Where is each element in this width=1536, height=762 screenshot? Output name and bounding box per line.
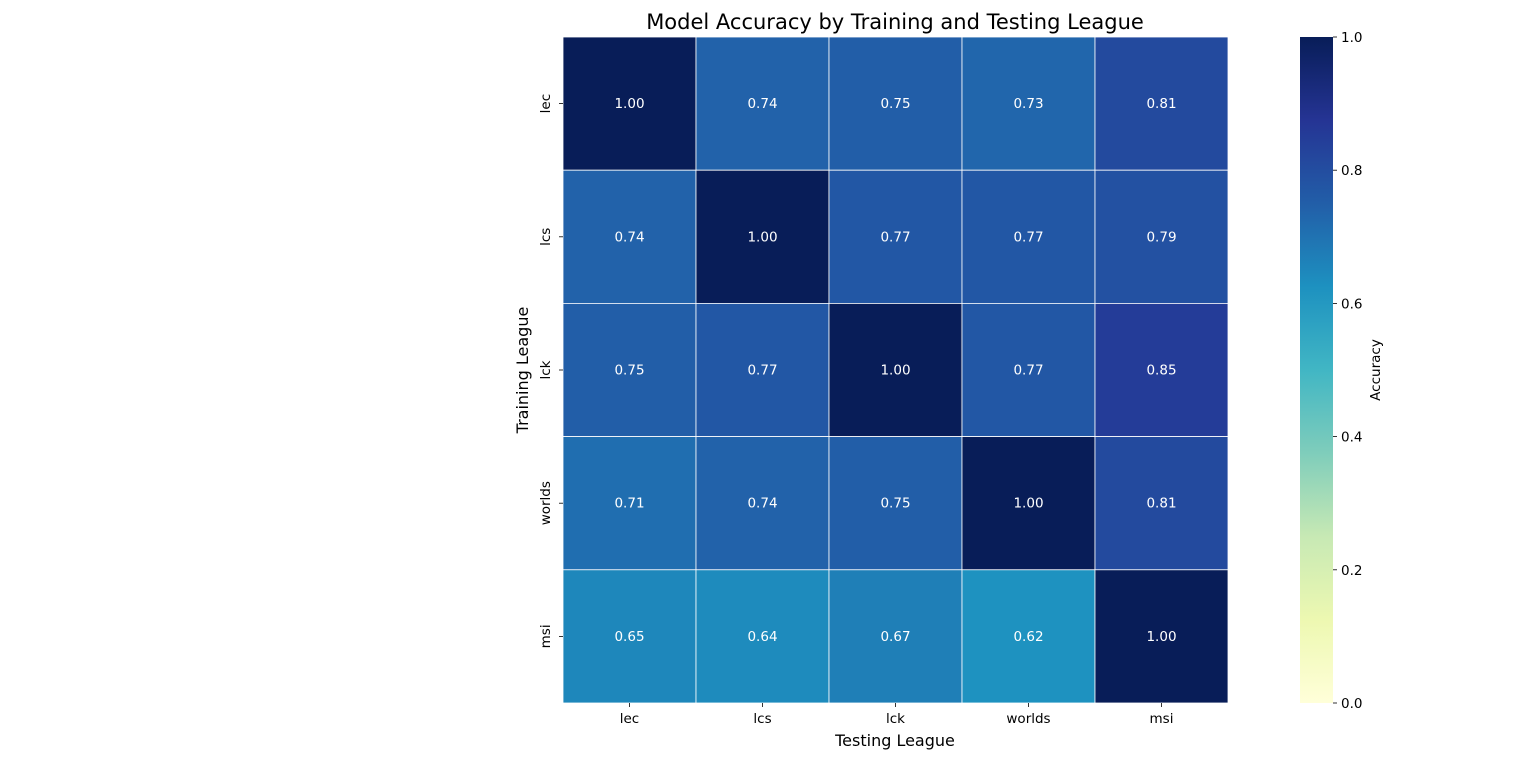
y-tick-label: lck	[538, 360, 554, 379]
y-axis-ticks: lec lcs lck worlds msi	[538, 94, 563, 648]
colorbar-label: Accuracy	[1368, 339, 1384, 401]
cell-value-label: 0.81	[1146, 496, 1176, 512]
cell-value-label: 0.74	[747, 96, 777, 112]
heatmap-cell-worlds-lcs	[695, 436, 830, 571]
cell-value-label: 0.79	[1146, 229, 1176, 245]
x-tick-label: msi	[1150, 711, 1174, 727]
heatmap-cell-labels: 1.00 0.74 0.75 0.73 0.81 0.74 1.00 0.77 0.77 0.79…	[614, 96, 1176, 645]
cell-value-label: 0.74	[614, 229, 644, 245]
cell-value-label: 0.74	[747, 496, 777, 512]
cell-value-label: 0.85	[1146, 363, 1176, 379]
y-tick-label: worlds	[538, 481, 554, 525]
heatmap-cell-lec-worlds	[961, 36, 1096, 171]
heatmap-cell-worlds-msi	[1094, 436, 1229, 571]
heatmap-cell-lck-worlds	[961, 302, 1096, 437]
cell-value-label: 1.00	[614, 96, 644, 112]
chart-title: Model Accuracy by Training and Testing L…	[646, 10, 1144, 34]
colorbar-tick-label: 0.4	[1341, 430, 1362, 446]
heatmap-cell-lcs-lec	[562, 169, 697, 304]
x-axis-ticks: lec lcs lck worlds msi	[620, 703, 1174, 727]
y-axis-label: Training League	[513, 307, 532, 435]
heatmap-cell-msi-lcs	[695, 569, 830, 704]
heatmap-cell-lck-lck	[828, 302, 963, 437]
cell-value-label: 1.00	[1013, 496, 1043, 512]
colorbar-ticks: 0.0 0.2 0.4 0.6 0.8 1.0	[1333, 30, 1362, 712]
cell-value-label: 1.00	[747, 229, 777, 245]
cell-value-label: 0.75	[614, 363, 644, 379]
colorbar	[1300, 37, 1333, 703]
x-tick-label: lcs	[753, 711, 771, 727]
heatmap-cell-worlds-lck	[828, 436, 963, 571]
heatmap-cells	[562, 36, 1229, 704]
heatmap-cell-lec-lec	[562, 36, 697, 171]
heatmap-cell-msi-lec	[562, 569, 697, 704]
cell-value-label: 0.75	[880, 496, 910, 512]
x-tick-label: lec	[620, 711, 639, 727]
y-tick-label: lcs	[538, 228, 554, 246]
cell-value-label: 0.62	[1013, 629, 1043, 645]
heatmap-cell-lec-msi	[1094, 36, 1229, 171]
colorbar-tick-label: 1.0	[1341, 30, 1362, 46]
heatmap-cell-lcs-lcs	[695, 169, 830, 304]
colorbar-tick-label: 0.2	[1341, 563, 1362, 579]
cell-value-label: 0.73	[1013, 96, 1043, 112]
heatmap-cell-lck-lcs	[695, 302, 830, 437]
heatmap-cell-msi-lck	[828, 569, 963, 704]
cell-value-label: 0.81	[1146, 96, 1176, 112]
x-tick-label: worlds	[1006, 711, 1050, 727]
colorbar-tick-label: 0.6	[1341, 296, 1362, 312]
cell-value-label: 0.75	[880, 96, 910, 112]
cell-value-label: 0.77	[1013, 363, 1043, 379]
cell-value-label: 0.77	[747, 363, 777, 379]
x-axis-label: Testing League	[834, 731, 955, 750]
cell-value-label: 0.67	[880, 629, 910, 645]
heatmap-cell-lcs-lck	[828, 169, 963, 304]
heatmap-cell-lec-lcs	[695, 36, 830, 171]
heatmap-cell-lcs-msi	[1094, 169, 1229, 304]
cell-value-label: 0.65	[614, 629, 644, 645]
cell-value-label: 1.00	[880, 363, 910, 379]
x-tick-label: lck	[886, 711, 905, 727]
cell-value-label: 0.77	[1013, 229, 1043, 245]
cell-value-label: 0.64	[747, 629, 777, 645]
heatmap-cell-lec-lck	[828, 36, 963, 171]
cell-value-label: 0.71	[614, 496, 644, 512]
heatmap-cell-lck-msi	[1094, 302, 1229, 437]
cell-value-label: 1.00	[1146, 629, 1176, 645]
y-tick-label: msi	[538, 624, 554, 648]
heatmap-cell-worlds-worlds	[961, 436, 1096, 571]
heatmap-cell-msi-msi	[1094, 569, 1229, 704]
cell-value-label: 0.77	[880, 229, 910, 245]
y-tick-label: lec	[538, 94, 554, 113]
colorbar-tick-label: 0.8	[1341, 163, 1362, 179]
colorbar-tick-label: 0.0	[1341, 696, 1362, 712]
